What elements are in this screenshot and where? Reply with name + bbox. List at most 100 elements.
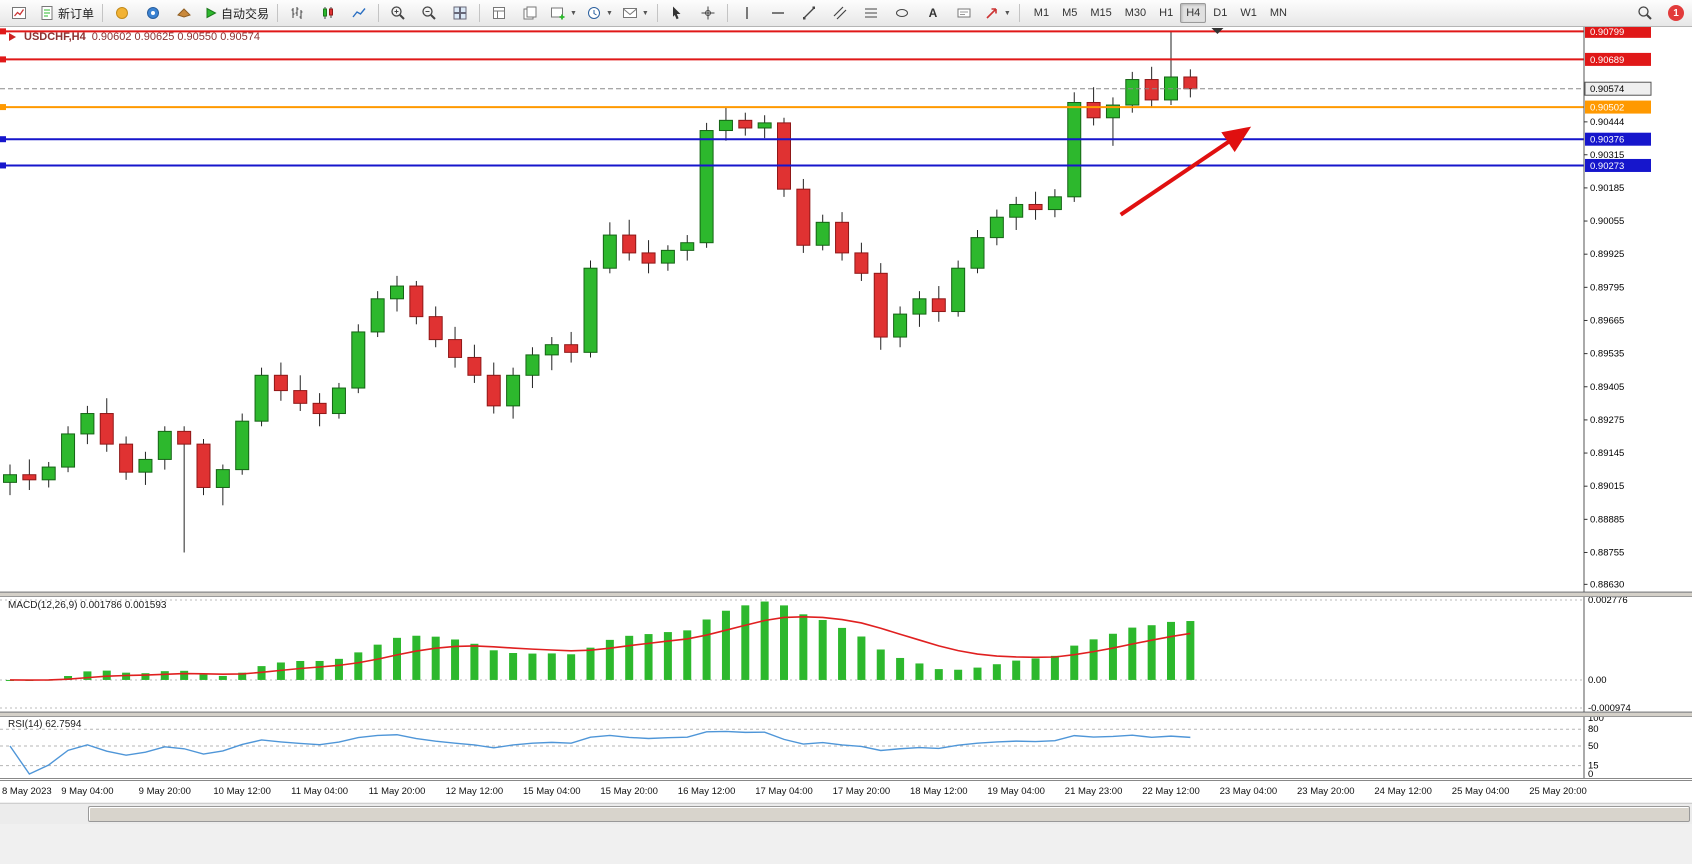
svg-text:0.89535: 0.89535 (1590, 349, 1624, 360)
notification-badge[interactable]: 1 (1668, 5, 1684, 21)
period-clock-button[interactable]: ▼ (582, 1, 617, 25)
time-label: 15 May 20:00 (600, 786, 658, 797)
time-label: 15 May 04:00 (523, 786, 581, 797)
time-label: 9 May 04:00 (61, 786, 114, 797)
svg-text:0.90315: 0.90315 (1590, 150, 1624, 161)
timeframe-button-m1[interactable]: M1 (1033, 7, 1050, 19)
time-label: 23 May 20:00 (1297, 786, 1355, 797)
chevron-down-icon: ▼ (570, 9, 577, 17)
zoom-out-button[interactable] (414, 1, 444, 25)
svg-text:0: 0 (1588, 769, 1593, 780)
channel-tool-button[interactable] (825, 1, 855, 25)
search-icon[interactable] (1630, 1, 1660, 25)
toolbar-separator (102, 4, 104, 22)
zoom-in-button[interactable] (383, 1, 413, 25)
time-label: 23 May 04:00 (1219, 786, 1278, 797)
time-label: 25 May 04:00 (1451, 786, 1510, 797)
support-icon[interactable] (138, 1, 168, 25)
timeframe-button-m15[interactable]: M15 (1090, 7, 1112, 19)
time-label: 9 May 20:00 (138, 786, 191, 797)
svg-text:0.90055: 0.90055 (1590, 216, 1624, 227)
svg-text:0.88755: 0.88755 (1590, 547, 1624, 558)
crosshair-tool-button[interactable] (693, 1, 723, 25)
svg-text:0.89925: 0.89925 (1590, 249, 1624, 260)
timeframe-button-mn[interactable]: MN (1269, 7, 1287, 19)
timeframe-button-m30[interactable]: M30 (1124, 7, 1147, 19)
chart-symbol-header: USDCHF,H4 0.90602 0.90625 0.90550 0.9057… (8, 31, 260, 43)
chevron-down-icon: ▼ (641, 9, 649, 17)
rsi-indicator-label: RSI(14) 62.7594 (8, 719, 81, 730)
timeframe-button-h4[interactable]: H4 (1180, 3, 1207, 23)
templates-button[interactable] (484, 1, 514, 25)
time-label: 17 May 04:00 (755, 786, 813, 797)
svg-text:0.00: 0.00 (1588, 675, 1607, 686)
svg-text:80: 80 (1588, 724, 1599, 735)
candlestick-chart-type-button[interactable] (313, 1, 343, 25)
cursor-tool-button[interactable] (662, 1, 692, 25)
svg-text:0.90574: 0.90574 (1590, 84, 1624, 95)
autotrading-button[interactable]: 自动交易 (200, 1, 273, 25)
mql5-icon[interactable] (107, 1, 137, 25)
ellipse-tool-button[interactable] (887, 1, 917, 25)
chevron-down-icon: ▼ (605, 9, 613, 17)
horizontal-scrollbar[interactable] (0, 803, 1692, 824)
svg-text:0.89015: 0.89015 (1590, 481, 1624, 492)
macd-signal-value: 0.001593 (124, 600, 167, 611)
fibonacci-tool-button[interactable] (856, 1, 886, 25)
svg-text:0.89405: 0.89405 (1590, 382, 1624, 393)
new-order-button[interactable]: 新订单 (35, 1, 98, 25)
svg-text:0.88885: 0.88885 (1590, 514, 1624, 525)
trendline-tool-button[interactable] (794, 1, 824, 25)
svg-text:0.88630: 0.88630 (1590, 579, 1624, 590)
time-label: 17 May 20:00 (832, 786, 891, 797)
text-tool-button[interactable]: A (918, 1, 948, 25)
chevron-down-icon: ▼ (1003, 9, 1011, 17)
timeframe-button-d1[interactable]: D1 (1213, 7, 1228, 19)
toolbar-right-group: 1 (1630, 1, 1688, 25)
svg-text:-0.000974: -0.000974 (1588, 703, 1631, 714)
vertical-line-tool-button[interactable] (732, 1, 762, 25)
time-label: 10 May 12:00 (213, 786, 271, 797)
time-axis: 8 May 2023 9 May 04:00 9 May 20:00 10 May 1… (0, 780, 1692, 802)
time-label: 16 May 12:00 (677, 786, 736, 797)
macd-main-value: 0.001786 (80, 600, 122, 611)
svg-text:0.89665: 0.89665 (1590, 315, 1624, 326)
time-label: 25 May 20:00 (1529, 786, 1587, 797)
panel-splitter[interactable] (0, 712, 1692, 717)
tile-windows-button[interactable] (445, 1, 475, 25)
toolbar-separator (656, 4, 658, 22)
mail-button[interactable]: ▼ (618, 1, 653, 25)
scrollbar-thumb[interactable] (88, 806, 1690, 822)
time-label: 22 May 12:00 (1142, 786, 1200, 797)
rsi-name: RSI(14) (8, 719, 43, 730)
toolbar-separator (479, 4, 481, 22)
svg-text:0.90689: 0.90689 (1590, 55, 1624, 66)
svg-text:100: 100 (1588, 713, 1604, 724)
svg-text:15: 15 (1588, 761, 1599, 772)
line-chart-type-button[interactable] (344, 1, 374, 25)
arrows-tool-button[interactable]: ▼ (980, 1, 1015, 25)
svg-text:0.90799: 0.90799 (1590, 27, 1624, 38)
time-label: 19 May 04:00 (987, 786, 1045, 797)
new-chart-button[interactable] (4, 1, 34, 25)
svg-text:0.90273: 0.90273 (1590, 161, 1624, 172)
profiles-button[interactable] (515, 1, 545, 25)
symbol-period-label: USDCHF,H4 (24, 31, 86, 43)
expert-advisor-hat-icon[interactable] (169, 1, 199, 25)
toolbar: 新订单 自动交易 ▼ ▼ ▼ A ▼ M1 M5 M15 M30 H1 H4 D1 W1 MN … (0, 0, 1692, 27)
timeframe-button-w1[interactable]: W1 (1240, 7, 1257, 19)
svg-text:0.002776: 0.002776 (1588, 595, 1628, 606)
new-chart-dropdown-button[interactable]: ▼ (546, 1, 581, 25)
toolbar-separator (1018, 4, 1020, 22)
horizontal-line-tool-button[interactable] (763, 1, 793, 25)
timeframe-button-m5[interactable]: M5 (1062, 7, 1078, 19)
order-document-icon (39, 5, 55, 21)
timeframe-button-h1[interactable]: H1 (1159, 7, 1174, 19)
svg-text:50: 50 (1588, 741, 1599, 752)
svg-text:0.90376: 0.90376 (1590, 135, 1624, 146)
svg-text:A: A (929, 6, 938, 20)
panel-splitter[interactable] (0, 592, 1692, 597)
text-label-tool-button[interactable] (949, 1, 979, 25)
bar-chart-type-button[interactable] (282, 1, 312, 25)
